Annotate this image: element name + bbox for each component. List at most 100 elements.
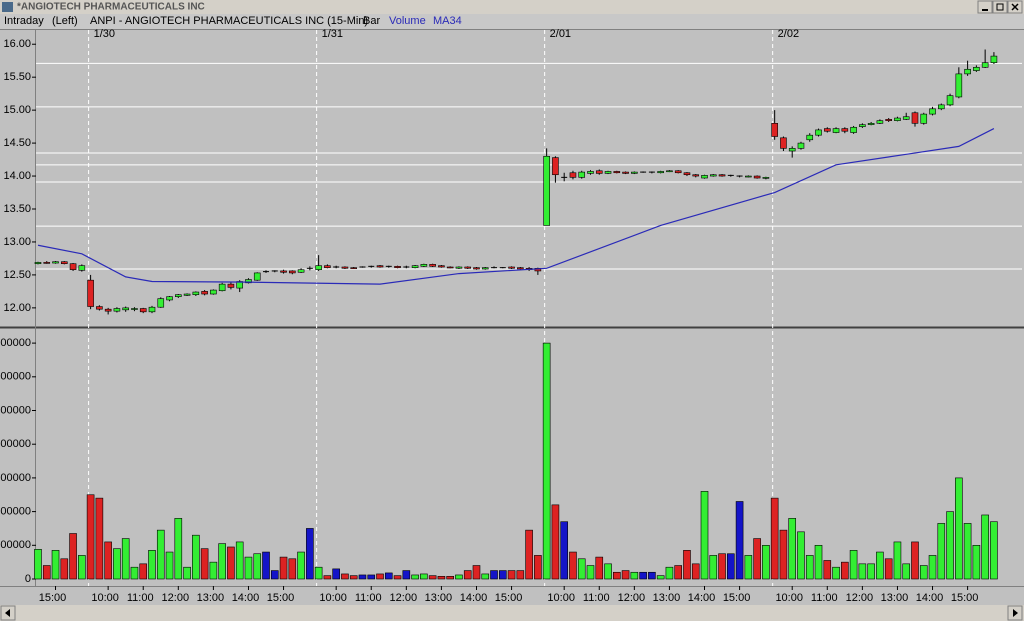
volume-bar (323, 575, 332, 580)
volume-bar (990, 521, 998, 580)
volume-bar (297, 551, 305, 580)
x-tick-label: 14:00 (916, 592, 944, 604)
volume-bar (314, 566, 323, 580)
candle-body (867, 123, 875, 125)
style-label[interactable]: Bar (363, 15, 380, 27)
volume-bar (744, 555, 753, 580)
candle-body (885, 119, 892, 121)
candle-body (166, 296, 173, 301)
candle-body (622, 171, 629, 174)
candle-body (823, 128, 831, 132)
candle-body (762, 177, 770, 179)
candle-body (850, 126, 857, 133)
candle-body (578, 171, 586, 178)
volume-bar (858, 563, 867, 580)
volume-bar (805, 555, 814, 580)
x-tick-label: 12:00 (618, 592, 646, 604)
volume-bar (200, 548, 209, 580)
volume-indicator-label[interactable]: Volume (389, 15, 426, 27)
volume-bar (674, 565, 682, 580)
candle-body (937, 104, 945, 110)
volume-bar (656, 575, 665, 580)
x-tick-label: 13:00 (653, 592, 681, 604)
axis-side-label[interactable]: (Left) (52, 15, 78, 27)
candle-body (929, 108, 936, 115)
volume-bar (253, 553, 262, 580)
volume-bar (613, 571, 621, 580)
scroll-left-icon (5, 609, 10, 617)
candle-body (148, 306, 156, 313)
volume-bar (78, 555, 86, 580)
volume-bar (972, 545, 981, 580)
window-icon (2, 2, 13, 12)
volume-bar (174, 518, 183, 580)
symbol-label[interactable]: ANPI - ANGIOTECH PHARMACEUTICALS INC (15… (90, 15, 368, 27)
y-tick-label: 16.00 (3, 38, 31, 50)
candle-body (613, 171, 621, 174)
candle-body (894, 117, 901, 121)
candle-body (411, 265, 419, 268)
volume-bar (867, 563, 875, 580)
volume-bar (481, 573, 490, 580)
candle-body (701, 175, 708, 179)
volume-bar (902, 563, 911, 580)
volume-bar (86, 494, 95, 580)
minimize-button[interactable] (977, 0, 993, 14)
period-label[interactable]: Intraday (4, 15, 44, 27)
candle-body (464, 266, 472, 269)
candle-body (175, 294, 182, 297)
ma-indicator-label[interactable]: MA34 (433, 15, 462, 27)
volume-bar (60, 558, 69, 580)
candle-body (604, 171, 612, 174)
volume-bar (551, 504, 560, 580)
volume-bar (577, 558, 586, 580)
x-tick-label: 15:00 (267, 592, 295, 604)
candle-body (797, 142, 805, 149)
volume-bar (849, 550, 858, 580)
candle-body (69, 263, 77, 270)
y-tick-label: 0 (25, 573, 31, 585)
volume-bar (709, 555, 718, 580)
candle-body (43, 262, 51, 264)
volume-bar (130, 566, 139, 580)
candle-body (543, 155, 550, 226)
volume-bar (490, 570, 498, 580)
volume-bar (876, 551, 884, 580)
volume-bar (244, 556, 253, 580)
volume-bar (928, 555, 937, 580)
volume-bar (270, 570, 279, 580)
scrollbar[interactable] (0, 605, 1024, 621)
volume-bar (192, 534, 200, 580)
restore-button[interactable] (992, 0, 1008, 14)
volume-bar (648, 571, 656, 580)
volume-bar (981, 514, 989, 580)
volume-bar (919, 565, 928, 580)
y-tick-label: 15.50 (3, 71, 31, 83)
candle-body (674, 170, 682, 174)
date-label: 2/02 (778, 28, 799, 40)
y-tick-label: 700000 (0, 337, 31, 349)
candle-body (692, 174, 700, 177)
x-tick-label: 12:00 (162, 592, 190, 604)
volume-bar (691, 563, 700, 580)
volume-bar (621, 570, 630, 580)
close-icon (1011, 3, 1019, 11)
candle-body (201, 291, 208, 295)
volume-bar (288, 558, 297, 580)
volume-bar (393, 575, 402, 580)
candle-body (104, 308, 112, 312)
candle-body (455, 266, 463, 269)
candle-body (552, 157, 559, 176)
volume-bar (946, 511, 954, 580)
candle-body (34, 262, 42, 265)
candle-body (508, 266, 515, 269)
volume-bar (525, 529, 533, 580)
x-tick-label: 10:00 (775, 592, 803, 604)
x-tick-label: 12:00 (846, 592, 874, 604)
candle-body (832, 128, 840, 133)
volume-bar (498, 570, 507, 580)
x-tick-label: 15:00 (495, 592, 523, 604)
volume-bar (718, 553, 726, 580)
candle-body (753, 175, 761, 179)
date-label: 1/31 (322, 28, 343, 40)
